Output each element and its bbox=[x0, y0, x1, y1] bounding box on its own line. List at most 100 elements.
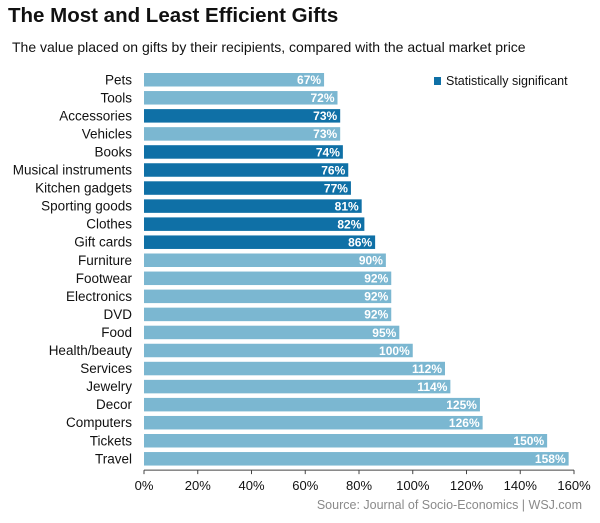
value-label: 126% bbox=[449, 416, 480, 430]
category-label: Food bbox=[101, 325, 132, 340]
bar-tools bbox=[144, 91, 338, 105]
bar-group-travel: Travel 158% bbox=[95, 451, 569, 466]
value-label: 72% bbox=[310, 91, 334, 105]
value-label: 158% bbox=[535, 452, 566, 466]
category-label: Health/beauty bbox=[49, 343, 133, 358]
bar-group-footwear: Footwear 92% bbox=[76, 271, 392, 286]
bar-kitchen-gadgets bbox=[144, 181, 351, 195]
value-label: 73% bbox=[313, 127, 337, 141]
bar-group-accessories: Accessories 73% bbox=[59, 108, 341, 123]
value-label: 92% bbox=[364, 272, 388, 286]
category-label: DVD bbox=[103, 307, 132, 322]
bar-electronics bbox=[144, 289, 392, 304]
bar-services bbox=[144, 361, 445, 376]
x-tick-label: 120% bbox=[450, 478, 484, 493]
bar-group-electronics: Electronics 92% bbox=[66, 289, 392, 304]
category-label: Decor bbox=[96, 397, 133, 412]
bar-decor bbox=[144, 397, 480, 412]
bar-group-computers: Computers 126% bbox=[66, 415, 483, 430]
bar-food bbox=[144, 325, 400, 340]
bar-group-pets: Pets 67% bbox=[105, 72, 325, 87]
x-tick-label: 0% bbox=[135, 478, 154, 493]
bar-group-books: Books 74% bbox=[94, 144, 343, 159]
value-label: 150% bbox=[513, 434, 544, 448]
bar-group-tools: Tools 72% bbox=[100, 90, 338, 105]
value-label: 95% bbox=[372, 326, 396, 340]
legend-label: Statistically significant bbox=[446, 74, 568, 88]
bar-group-kitchen-gadgets: Kitchen gadgets 77% bbox=[35, 181, 351, 196]
category-label: Electronics bbox=[66, 289, 132, 304]
bar-books bbox=[144, 145, 343, 159]
bar-group-clothes: Clothes 82% bbox=[86, 217, 365, 232]
legend: Statistically significant bbox=[434, 74, 568, 88]
bar-travel bbox=[144, 452, 569, 466]
bar-jewelry bbox=[144, 379, 451, 394]
category-label: Vehicles bbox=[82, 126, 133, 141]
value-label: 73% bbox=[313, 109, 337, 123]
bar-sporting-goods bbox=[144, 199, 362, 213]
category-label: Books bbox=[94, 144, 132, 159]
chart-subtitle: The value placed on gifts by their recip… bbox=[12, 39, 526, 55]
x-tick-label: 140% bbox=[504, 478, 538, 493]
bar-group-dvd: DVD 92% bbox=[103, 307, 392, 322]
category-label: Accessories bbox=[59, 108, 132, 123]
x-tick-label: 100% bbox=[396, 478, 430, 493]
category-label: Gift cards bbox=[74, 235, 132, 250]
value-label: 76% bbox=[321, 163, 345, 177]
bar-tickets bbox=[144, 434, 548, 448]
value-label: 100% bbox=[379, 344, 410, 358]
category-label: Tools bbox=[100, 90, 132, 105]
value-label: 112% bbox=[412, 362, 442, 376]
value-label: 114% bbox=[417, 380, 447, 394]
x-tick-label: 60% bbox=[292, 478, 318, 493]
source-note: Source: Journal of Socio-Economics | WSJ… bbox=[316, 498, 582, 512]
category-label: Pets bbox=[105, 72, 132, 87]
value-label: 67% bbox=[297, 73, 321, 87]
bar-group-health-beauty: Health/beauty 100% bbox=[49, 343, 413, 358]
bar-accessories bbox=[144, 109, 341, 123]
x-tick-label: 80% bbox=[346, 478, 372, 493]
value-label: 125% bbox=[446, 398, 477, 412]
bar-clothes bbox=[144, 217, 365, 231]
category-label: Musical instruments bbox=[13, 163, 133, 178]
bar-musical-instruments bbox=[144, 163, 349, 177]
value-label: 74% bbox=[316, 145, 340, 159]
value-label: 90% bbox=[359, 254, 383, 268]
category-label: Clothes bbox=[86, 217, 132, 232]
bar-group-tickets: Tickets 150% bbox=[90, 433, 548, 448]
category-label: Sporting goods bbox=[41, 199, 132, 214]
category-label: Services bbox=[80, 361, 132, 376]
bar-gift-cards bbox=[144, 235, 376, 249]
bar-group-services: Services 112% bbox=[80, 361, 445, 376]
bar-group-jewelry: Jewelry 114% bbox=[86, 379, 451, 394]
x-tick-label: 20% bbox=[185, 478, 211, 493]
category-label: Tickets bbox=[90, 433, 133, 448]
bar-group-furniture: Furniture 90% bbox=[78, 253, 386, 268]
category-label: Kitchen gadgets bbox=[35, 181, 132, 196]
category-label: Furniture bbox=[78, 253, 132, 268]
bar-health-beauty bbox=[144, 343, 413, 358]
category-label: Travel bbox=[95, 451, 132, 466]
bar-vehicles bbox=[144, 127, 341, 141]
bar-pets bbox=[144, 73, 325, 87]
value-label: 81% bbox=[335, 199, 359, 213]
bar-group-musical-instruments: Musical instruments 76% bbox=[13, 163, 349, 178]
bar-footwear bbox=[144, 271, 392, 286]
chart-title: The Most and Least Efficient Gifts bbox=[8, 4, 339, 27]
bar-group-sporting-goods: Sporting goods 81% bbox=[41, 199, 362, 214]
bar-group-decor: Decor 125% bbox=[96, 397, 480, 412]
value-label: 77% bbox=[324, 181, 348, 195]
value-label: 82% bbox=[337, 217, 361, 231]
category-label: Jewelry bbox=[86, 379, 132, 394]
x-tick-label: 40% bbox=[238, 478, 264, 493]
bar-group-vehicles: Vehicles 73% bbox=[82, 126, 341, 141]
bar-computers bbox=[144, 415, 483, 430]
bar-dvd bbox=[144, 307, 392, 322]
bar-group-food: Food 95% bbox=[101, 325, 400, 340]
value-label: 86% bbox=[348, 236, 372, 250]
value-label: 92% bbox=[364, 290, 388, 304]
x-axis: 0% 20% 40% 60% 80% 100% 120% 140% 160% bbox=[135, 469, 591, 493]
bars-layer: Pets 67% Tools 72% Accessories 73% Vehicles 73%… bbox=[13, 72, 569, 466]
bar-group-gift-cards: Gift cards 86% bbox=[74, 235, 376, 250]
